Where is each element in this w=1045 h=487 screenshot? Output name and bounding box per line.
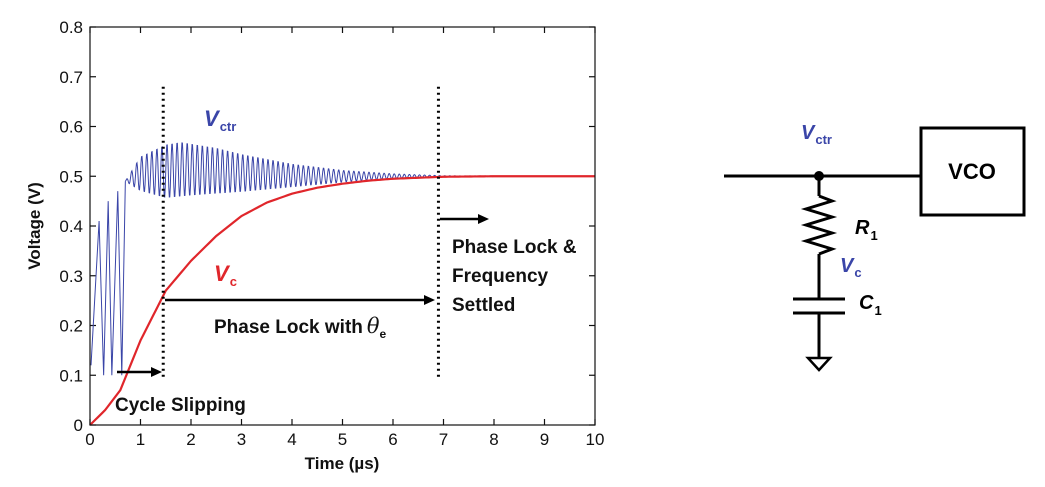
x-tick-label: 10 [586,430,605,449]
vc-series-label: Vc [214,261,237,289]
phase-lock-text: Phase Lock with [214,317,363,338]
phase-lock-label: Phase Lock with θe [214,314,387,341]
x-tick-label: 3 [237,430,246,449]
circuit-vc-label: Vc [840,255,862,280]
circuit-r1-label: R1 [855,217,878,243]
loop-filter-circuit [724,126,1026,372]
settled-arrowhead [478,214,489,224]
x-tick-label: 8 [489,430,498,449]
circuit-vctr-label: Vctr [801,122,832,147]
circuit-c1-main: C [859,292,874,314]
resistor-r1 [800,194,838,256]
y-tick-label: 0.2 [59,317,83,336]
annotation-arrows [117,214,489,377]
circuit-vc-sub: c [854,265,861,280]
y-tick-label: 0 [74,416,83,435]
y-tick-labels: 0 0.1 0.2 0.3 0.4 0.5 0.6 0.7 0.8 [59,18,83,435]
vc-label-sub: c [230,274,237,289]
vctr-label-main: V [204,106,221,131]
theta-main: θ [367,314,380,338]
vc-label-main: V [214,261,231,286]
circuit-r1-sub: 1 [870,228,877,243]
y-tick-label: 0.7 [59,68,83,87]
y-tick-label: 0.8 [59,18,83,37]
settled-label-line-2: Frequency [452,266,549,287]
x-tick-label: 0 [85,430,94,449]
vctr-series-label: Vctr [204,106,236,134]
vctr-label-sub: ctr [220,119,237,134]
vc-series-line [89,175,595,426]
x-tick-label: 9 [540,430,549,449]
x-tick-label: 4 [287,430,296,449]
circuit-c1-label: C1 [859,292,882,318]
y-tick-label: 0.5 [59,167,83,186]
series-layer [89,142,595,426]
x-tick-label: 5 [338,430,347,449]
circuit-c1-sub: 1 [874,303,881,318]
x-tick-label: 1 [136,430,145,449]
y-tick-label: 0.3 [59,267,83,286]
settled-label-line-1: Phase Lock & [452,237,577,258]
y-tick-label: 0.1 [59,366,83,385]
y-tick-label: 0.4 [59,217,83,236]
circuit-r1-main: R [855,217,870,239]
plot-frame [89,26,596,426]
cycle-slipping-label: Cycle Slipping [115,395,246,416]
vco-block [919,126,1026,217]
vco-label: VCO [948,159,996,184]
x-tick-marks [89,27,596,425]
settled-label-line-3: Settled [452,295,515,316]
x-tick-label: 7 [439,430,448,449]
y-axis-label: Voltage (V) [25,182,44,270]
x-tick-labels: 0 1 2 3 4 5 6 7 8 9 10 [85,430,604,449]
x-tick-label: 2 [186,430,195,449]
circuit-vctr-main: V [801,122,816,144]
x-axis-label: Time (µs) [305,454,380,473]
x-tick-label: 6 [388,430,397,449]
vctr-series-line [90,142,595,376]
ground-symbol [805,356,833,372]
circuit-vctr-sub: ctr [815,132,832,147]
cycle-slipping-arrowhead [151,367,162,377]
y-tick-marks [90,26,595,426]
marker-layer [161,86,440,381]
theta-sub: e [380,327,387,341]
y-tick-label: 0.6 [59,118,83,137]
phase-lock-arrowhead [424,295,435,305]
circuit-vc-main: V [840,255,855,277]
transient-chart: 0 0.1 0.2 0.3 0.4 0.5 0.6 0.7 0.8 0 1 2 3 4 5 6 7 8 9 10 T… [25,18,604,473]
